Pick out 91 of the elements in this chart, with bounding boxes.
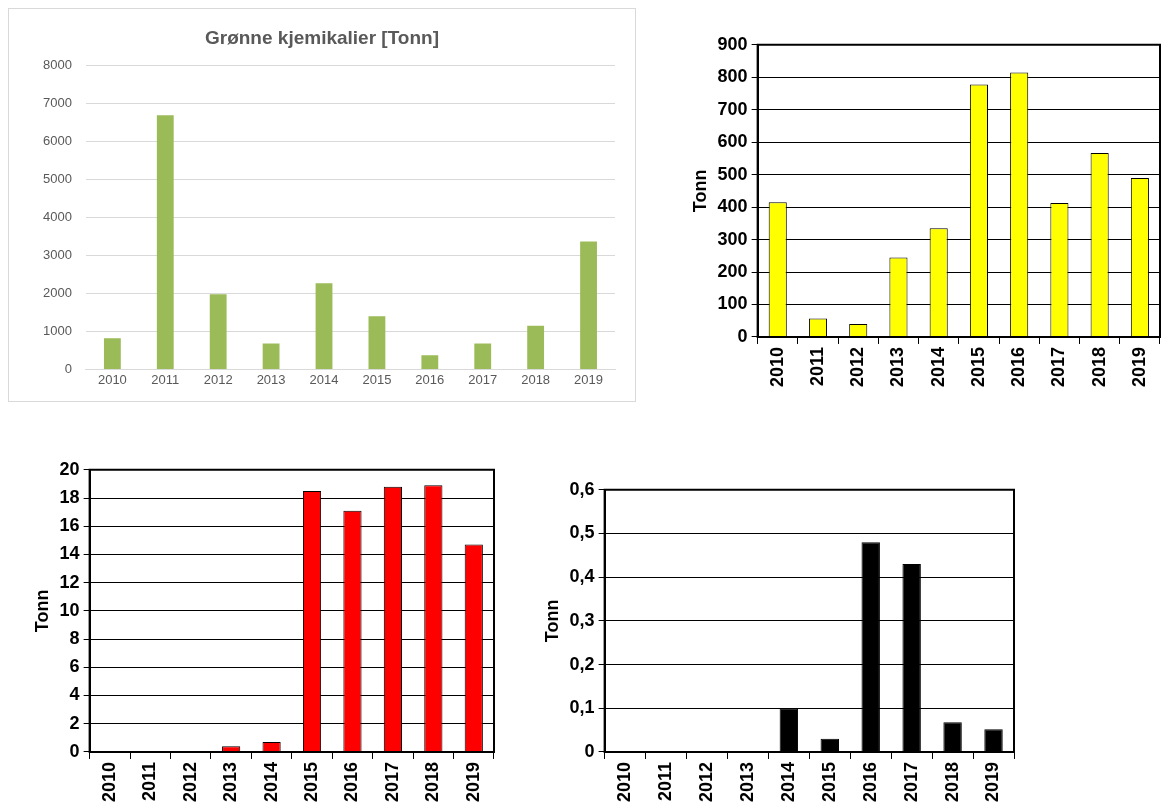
y-tick-label: 300 bbox=[717, 228, 748, 249]
y-tick-label: 8 bbox=[69, 628, 80, 649]
y-tick-label: 0 bbox=[64, 360, 72, 376]
x-tick-label: 2010 bbox=[98, 761, 119, 802]
x-tick-label: 2011 bbox=[151, 371, 180, 387]
y-tick-label: 200 bbox=[717, 261, 748, 281]
y-tick-label: 0 bbox=[584, 740, 595, 761]
x-tick-label: 2016 bbox=[415, 371, 445, 387]
x-tick-label: 2013 bbox=[220, 761, 241, 802]
bar bbox=[315, 283, 333, 369]
y-axis-title: Tonn bbox=[31, 589, 52, 633]
chart-title: Grønne kjemikalier [Tonn] bbox=[204, 26, 440, 48]
y-tick-label: 500 bbox=[717, 163, 748, 184]
bar bbox=[209, 294, 227, 369]
x-tick-label: 2019 bbox=[574, 371, 604, 387]
x-tick-label: 2013 bbox=[256, 371, 286, 387]
x-tick-label: 2010 bbox=[766, 346, 787, 387]
x-tick-label: 2018 bbox=[941, 761, 962, 802]
x-tick-label: 2015 bbox=[301, 761, 321, 802]
x-tick-label: 2012 bbox=[179, 761, 200, 802]
y-tick-label: 0 bbox=[69, 740, 80, 761]
x-tick-label: 2013 bbox=[887, 346, 908, 387]
y-tick-label: 600 bbox=[717, 131, 748, 152]
x-tick-label: 2018 bbox=[1088, 346, 1109, 387]
x-tick-label: 2014 bbox=[927, 346, 948, 387]
y-tick-label: 4 bbox=[69, 684, 80, 705]
y-tick-label: 5000 bbox=[43, 171, 72, 187]
y-tick-label: 7000 bbox=[43, 95, 72, 111]
y-tick-label: 0,1 bbox=[569, 697, 595, 718]
x-tick-label: 2016 bbox=[341, 761, 362, 802]
bar bbox=[474, 343, 492, 369]
x-tick-label: 2016 bbox=[859, 761, 880, 802]
y-tick-label: 0,6 bbox=[569, 478, 595, 499]
y-axis-title: Tonn bbox=[689, 169, 710, 213]
y-tick-label: 18 bbox=[59, 486, 80, 507]
x-tick-label: 2017 bbox=[900, 761, 921, 802]
x-tick-label: 2010 bbox=[97, 371, 127, 387]
y-tick-label: 0,5 bbox=[569, 522, 595, 543]
y-tick-label: 2000 bbox=[43, 285, 72, 301]
y-tick-label: 100 bbox=[717, 293, 748, 314]
x-tick-label: 2011 bbox=[655, 761, 675, 802]
x-tick-label: 2019 bbox=[1128, 346, 1149, 387]
bar bbox=[527, 325, 545, 369]
x-tick-label: 2016 bbox=[1008, 346, 1029, 387]
y-tick-label: 10 bbox=[59, 599, 80, 620]
y-tick-label: 6 bbox=[69, 656, 80, 677]
y-tick-label: 14 bbox=[59, 543, 80, 564]
bar bbox=[580, 241, 597, 369]
y-axis-title: Tonn bbox=[541, 599, 562, 643]
x-tick-label: 2019 bbox=[982, 761, 1003, 802]
x-tick-label: 2015 bbox=[967, 346, 988, 387]
bar bbox=[262, 343, 280, 369]
x-tick-label: 2011 bbox=[806, 346, 827, 387]
y-tick-label: 8000 bbox=[43, 57, 72, 73]
y-tick-label: 0,4 bbox=[569, 566, 595, 587]
y-tick-label: 400 bbox=[717, 196, 748, 217]
x-tick-label: 2012 bbox=[847, 346, 868, 387]
x-tick-label: 2014 bbox=[777, 761, 798, 802]
y-tick-label: 6000 bbox=[43, 133, 72, 149]
x-tick-label: 2017 bbox=[1048, 346, 1069, 387]
x-tick-label: 2014 bbox=[309, 371, 339, 387]
y-tick-label: 3000 bbox=[43, 247, 72, 263]
x-tick-label: 2018 bbox=[422, 761, 443, 802]
y-tick-label: 900 bbox=[717, 33, 748, 54]
x-tick-label: 2017 bbox=[468, 371, 498, 387]
x-tick-label: 2013 bbox=[736, 761, 757, 802]
y-tick-label: 0,2 bbox=[569, 653, 595, 674]
x-tick-label: 2015 bbox=[818, 761, 839, 802]
x-tick-label: 2017 bbox=[381, 761, 402, 802]
y-tick-label: 0,3 bbox=[569, 609, 595, 630]
y-tick-label: 12 bbox=[59, 571, 80, 592]
bar bbox=[368, 316, 386, 369]
x-tick-label: 2019 bbox=[462, 761, 483, 802]
y-tick-label: 20 bbox=[59, 458, 80, 479]
y-tick-label: 2 bbox=[69, 712, 80, 733]
x-tick-label: 2010 bbox=[614, 761, 635, 802]
x-tick-label: 2018 bbox=[521, 371, 551, 387]
bar bbox=[421, 355, 439, 369]
x-tick-label: 2012 bbox=[203, 371, 233, 387]
y-tick-label: 16 bbox=[59, 515, 80, 536]
x-tick-label: 2015 bbox=[362, 371, 392, 387]
y-tick-label: 0 bbox=[737, 325, 748, 346]
bar bbox=[156, 115, 174, 369]
y-tick-label: 1000 bbox=[43, 323, 72, 339]
y-tick-label: 4000 bbox=[43, 209, 72, 225]
y-tick-label: 800 bbox=[717, 66, 748, 87]
x-tick-label: 2012 bbox=[695, 761, 716, 802]
bar bbox=[103, 338, 121, 369]
y-tick-label: 700 bbox=[717, 98, 748, 119]
x-tick-label: 2011 bbox=[139, 761, 160, 802]
x-tick-label: 2014 bbox=[260, 761, 281, 802]
